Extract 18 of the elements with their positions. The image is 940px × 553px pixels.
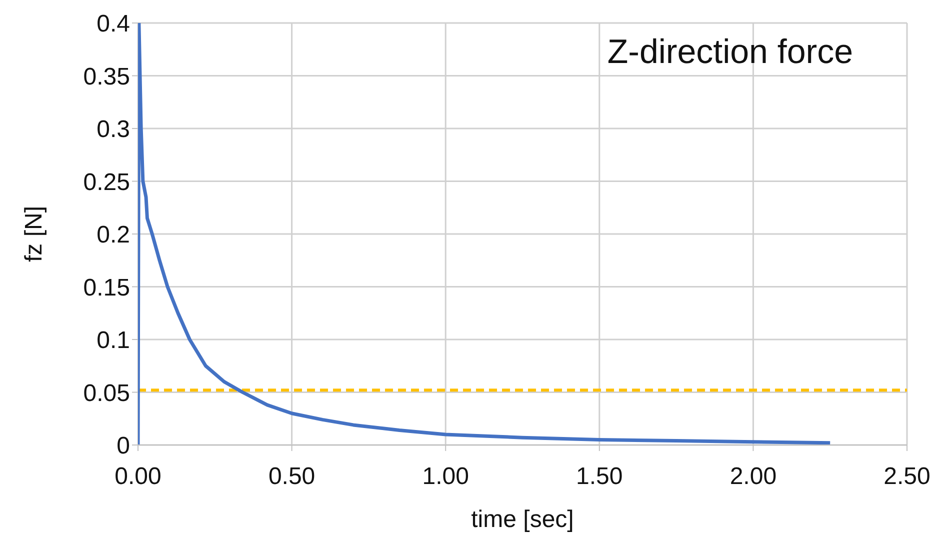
y-tick-label: 0 xyxy=(116,432,130,460)
x-tick-label: 1.00 xyxy=(422,463,469,490)
x-tick-label: 2.00 xyxy=(730,463,777,490)
y-tick-label: 0.4 xyxy=(96,10,130,38)
y-tick-label: 0.2 xyxy=(96,222,130,249)
y-tick-label: 0.1 xyxy=(96,327,130,354)
y-tick-label: 0.05 xyxy=(83,380,130,407)
x-tick-label: 2.50 xyxy=(884,463,930,490)
x-tick-label: 0.50 xyxy=(268,463,316,490)
x-tick-label: 1.50 xyxy=(576,463,623,490)
y-tick-label: 0.35 xyxy=(83,63,130,90)
x-axis-title: time [sec] xyxy=(471,506,574,533)
y-tick-label: 0.15 xyxy=(83,274,130,302)
x-tick-label: 0.00 xyxy=(114,463,162,490)
y-tick-label: 0.25 xyxy=(83,168,130,196)
y-axis-title: fz [N] xyxy=(20,206,48,262)
y-tick-label: 0.3 xyxy=(96,116,130,144)
chart-title: Z-direction force xyxy=(607,33,853,71)
